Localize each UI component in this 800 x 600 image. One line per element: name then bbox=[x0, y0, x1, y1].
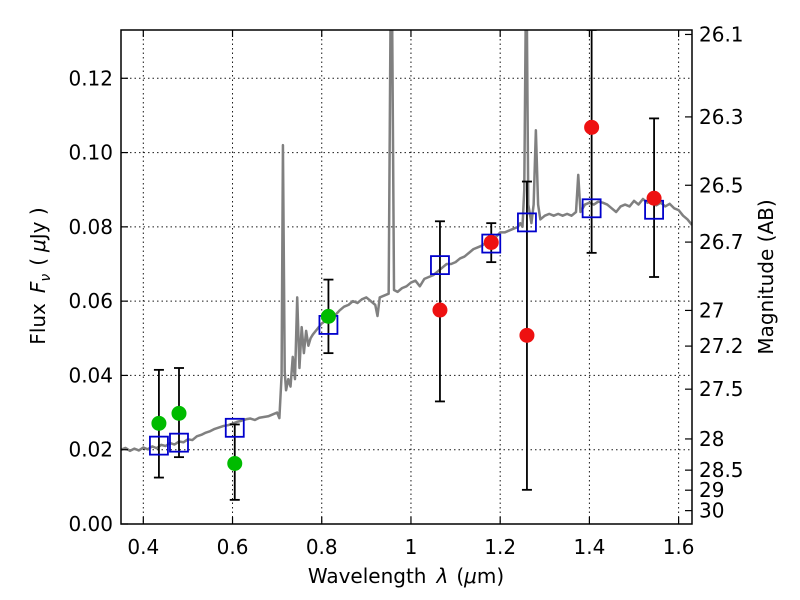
errorbar-layer bbox=[153, 30, 660, 501]
magnitude-tick-label: 28.5 bbox=[699, 458, 744, 482]
x-tick-label: 1.4 bbox=[573, 535, 605, 559]
model-point-square bbox=[481, 233, 502, 254]
x-axis-label: Wavelength λ (μm) bbox=[308, 564, 504, 588]
magnitude-tick-label: 26.7 bbox=[699, 230, 744, 254]
x-tick-label: 0.6 bbox=[217, 535, 249, 559]
y-tick-label: 0.10 bbox=[68, 141, 113, 165]
magnitude-tick-label: 26.1 bbox=[699, 22, 744, 46]
observed-point-green bbox=[151, 415, 167, 431]
y-tick-label: 0.00 bbox=[68, 512, 113, 536]
model-point-square bbox=[517, 212, 537, 233]
x-tick-label: 1.2 bbox=[484, 535, 516, 559]
y-tick-label: 0.02 bbox=[68, 438, 113, 462]
observed-point-red bbox=[432, 302, 448, 318]
x-tick-label: 1 bbox=[405, 535, 418, 559]
magnitude-tick-label: 30 bbox=[699, 499, 724, 523]
model-point-square bbox=[430, 255, 450, 276]
y-axis-ticks: 0.00 0.02 0.04 0.06 0.08 0.10 0.12 bbox=[68, 66, 128, 536]
observed-point-red bbox=[646, 190, 662, 206]
x-axis-ticks: 0.4 0.6 0.8 1 1.2 1.4 1.6 bbox=[127, 30, 695, 559]
observed-point-green bbox=[320, 308, 336, 324]
observed-point-green bbox=[171, 405, 187, 421]
x-tick-label: 1.6 bbox=[663, 535, 695, 559]
observed-points-layer bbox=[151, 119, 662, 471]
plot-frame bbox=[120, 29, 693, 525]
model-point-square bbox=[169, 432, 189, 453]
x-tick-label: 0.8 bbox=[306, 535, 338, 559]
model-point-square bbox=[581, 198, 602, 219]
magnitude-tick-label: 27.5 bbox=[699, 377, 744, 401]
y-tick-label: 0.12 bbox=[68, 66, 113, 90]
model-point-square bbox=[149, 435, 169, 456]
magnitude-axis-label: Magnitude (AB) bbox=[754, 199, 778, 354]
magnitude-tick-label: 28 bbox=[699, 427, 724, 451]
observed-point-red bbox=[584, 119, 600, 135]
observed-point-green bbox=[227, 455, 243, 471]
grid bbox=[121, 30, 692, 525]
magnitude-tick-label: 26.5 bbox=[699, 173, 744, 197]
y-axis-label: FluxFν(μJy ) bbox=[26, 207, 54, 344]
spectrum-line bbox=[121, 30, 692, 453]
magnitude-tick-label: 29 bbox=[699, 478, 724, 502]
observed-point-red bbox=[483, 234, 499, 250]
magnitude-tick-label: 27.2 bbox=[699, 334, 744, 358]
y-tick-label: 0.04 bbox=[68, 363, 113, 387]
model-point-square bbox=[224, 417, 245, 438]
model-points-layer bbox=[149, 198, 664, 456]
y-tick-label: 0.06 bbox=[68, 289, 113, 313]
magnitude-tick-label: 26.3 bbox=[699, 105, 744, 129]
y-tick-label: 0.08 bbox=[68, 215, 113, 239]
magnitude-tick-label: 27 bbox=[699, 298, 724, 322]
spectrum-layer bbox=[121, 30, 692, 453]
observed-point-red bbox=[519, 327, 535, 343]
x-tick-label: 0.4 bbox=[127, 535, 159, 559]
